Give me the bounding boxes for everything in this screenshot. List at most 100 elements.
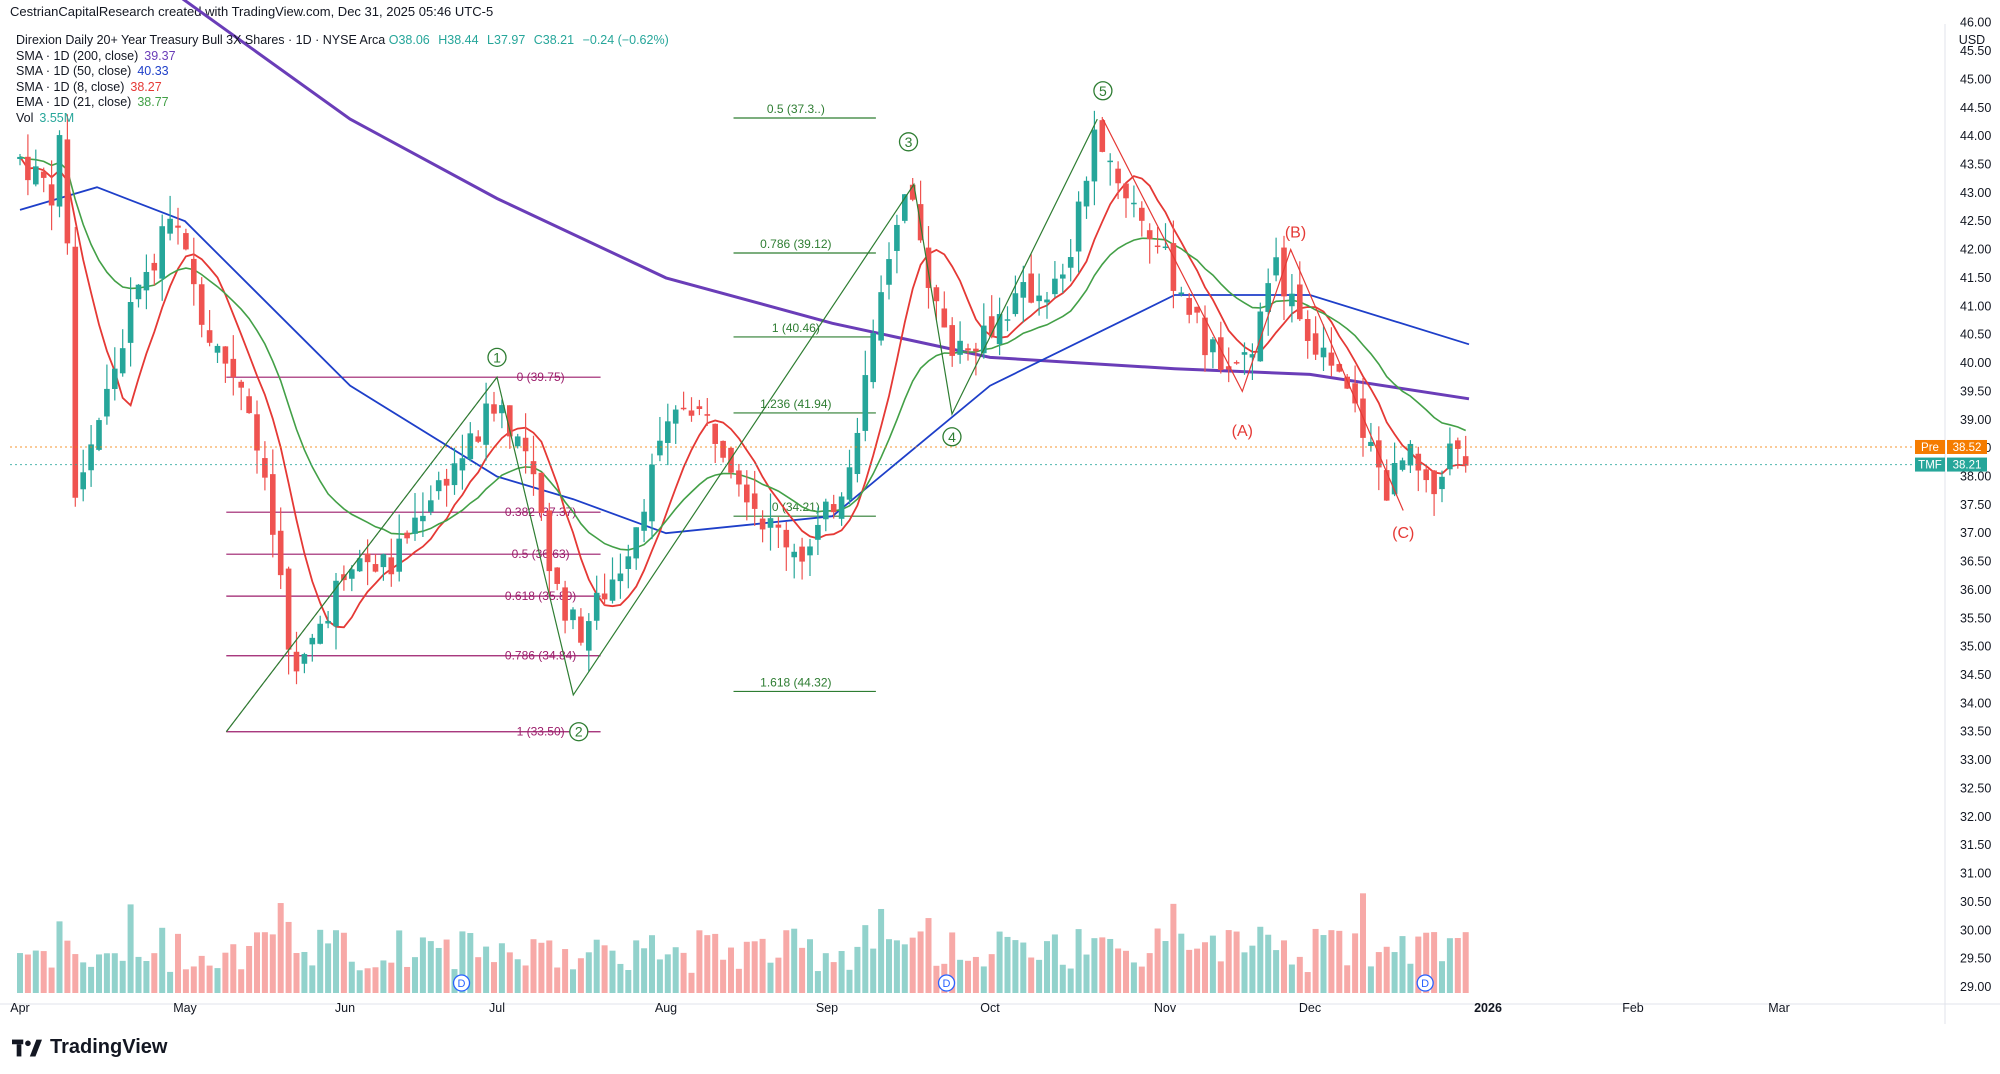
time-tick-label: Jun <box>335 1001 355 1015</box>
price-tick-label: 32.00 <box>1960 810 1991 824</box>
volume-bar <box>688 972 695 993</box>
legend-ema21[interactable]: EMA · 1D (21, close) 38.77 <box>16 95 669 111</box>
price-tick-label: 40.50 <box>1960 328 1991 342</box>
volume-bar <box>80 962 87 993</box>
volume-bar <box>1209 935 1216 993</box>
legend-volume[interactable]: Vol 3.55M <box>16 111 669 127</box>
volume-bar <box>649 935 655 993</box>
price-tick-label: 29.50 <box>1960 952 1991 966</box>
price-tick-label: 36.00 <box>1960 583 1991 597</box>
volume-bar <box>1138 966 1145 993</box>
price-tick-label: 46.00 <box>1960 16 1991 30</box>
volume-bar <box>96 954 102 993</box>
price-tick-label: 31.50 <box>1960 838 1991 852</box>
volume-bar <box>814 971 821 993</box>
volume-bar <box>1099 937 1106 993</box>
candle-body <box>1139 207 1145 221</box>
candle-body <box>104 388 110 417</box>
candle-body <box>617 573 624 582</box>
volume-bar <box>1186 949 1193 993</box>
candle-body <box>981 325 987 354</box>
candle-body <box>420 515 426 522</box>
abc-wave-label: (C) <box>1392 525 1414 542</box>
legend-sma8[interactable]: SMA · 1D (8, close) 38.27 <box>16 80 669 96</box>
symbol-title[interactable]: Direxion Daily 20+ Year Treasury Bull 3X… <box>16 33 386 47</box>
fib-level-label: 0.618 (35.89) <box>505 589 576 603</box>
candle-body <box>736 470 742 485</box>
volume-bar <box>759 938 766 993</box>
volume-bar <box>40 951 47 993</box>
price-tick-label: 42.50 <box>1960 214 1991 228</box>
volume-bar <box>1130 962 1137 993</box>
price-tag-value-box <box>1947 439 1987 454</box>
price-tick-label: 31.00 <box>1960 867 1991 881</box>
volume-bar <box>1273 950 1280 993</box>
candle-body <box>1281 247 1287 297</box>
wave-marker-circle <box>942 427 962 447</box>
abc-correction-path <box>1102 118 1404 511</box>
candle-body <box>902 194 908 221</box>
candle-body <box>665 421 671 443</box>
legend-sma50[interactable]: SMA · 1D (50, close) 40.33 <box>16 64 669 80</box>
candle-body <box>1391 463 1398 495</box>
fib-level-label: 1 (33.50) <box>517 725 565 739</box>
price-tick-label: 37.50 <box>1960 498 1991 512</box>
volume-bar <box>625 969 632 993</box>
candle-body <box>183 233 189 250</box>
candle-body <box>949 325 955 356</box>
candle-body <box>846 467 853 500</box>
volume-bar <box>491 962 497 993</box>
volume-bar <box>182 969 189 993</box>
candle-body <box>1233 362 1240 364</box>
volume-bar <box>1454 938 1461 993</box>
volume-bar <box>672 947 679 993</box>
volume-bar <box>1439 961 1445 993</box>
candle-body <box>1447 443 1453 470</box>
legend-sma200[interactable]: SMA · 1D (200, close) 39.37 <box>16 49 669 65</box>
price-tick-label: 35.50 <box>1960 611 1991 625</box>
volume-bar <box>1233 931 1240 993</box>
candle-body <box>428 500 434 512</box>
candle-body <box>1099 120 1106 152</box>
wave-marker-circle <box>569 722 589 742</box>
volume-bar <box>17 953 23 993</box>
volume-bar <box>783 930 790 993</box>
volume-bar <box>135 956 142 993</box>
candle-body <box>1265 283 1271 312</box>
volume-bar <box>380 960 387 993</box>
volume-bar <box>1446 938 1453 993</box>
abc-wave-label: (B) <box>1285 225 1306 242</box>
candle-body <box>1312 333 1319 355</box>
tradingview-logo[interactable]: TradingView <box>12 1036 167 1059</box>
candle-body <box>941 308 948 328</box>
candle-body <box>1170 243 1177 291</box>
candle-body <box>1091 129 1098 182</box>
candle-body <box>688 410 695 416</box>
candle-body <box>1344 376 1350 389</box>
currency-label: USD <box>1959 33 1985 47</box>
candle-body <box>854 432 861 475</box>
fib-level-label: 0.5 (36.63) <box>512 547 570 561</box>
volume-bar <box>372 967 379 993</box>
price-chart[interactable]: 0 (39.75)0.382 (37.37)0.5 (36.63)0.618 (… <box>0 0 2000 1024</box>
volume-bar <box>427 941 434 993</box>
tradingview-logo-icon <box>12 1039 42 1056</box>
volume-bar <box>56 921 63 993</box>
volume-bar <box>1383 946 1390 993</box>
candle-body <box>973 348 979 352</box>
price-tag-name-box <box>1915 457 1945 472</box>
candle-body <box>17 156 23 160</box>
volume-bar <box>1194 948 1201 993</box>
volume-bar <box>1115 948 1122 993</box>
volume-bar <box>1067 968 1074 993</box>
volume-bar <box>1107 938 1114 993</box>
candle-body <box>696 406 703 409</box>
candle-body <box>1162 246 1169 249</box>
volume-bar <box>988 954 995 993</box>
ohlc-high: H38.44 <box>438 33 479 47</box>
candle-body <box>396 538 402 572</box>
volume-bar <box>878 908 885 993</box>
candle-body <box>64 139 71 244</box>
candle-body <box>728 447 734 473</box>
candle-body <box>1431 470 1437 495</box>
